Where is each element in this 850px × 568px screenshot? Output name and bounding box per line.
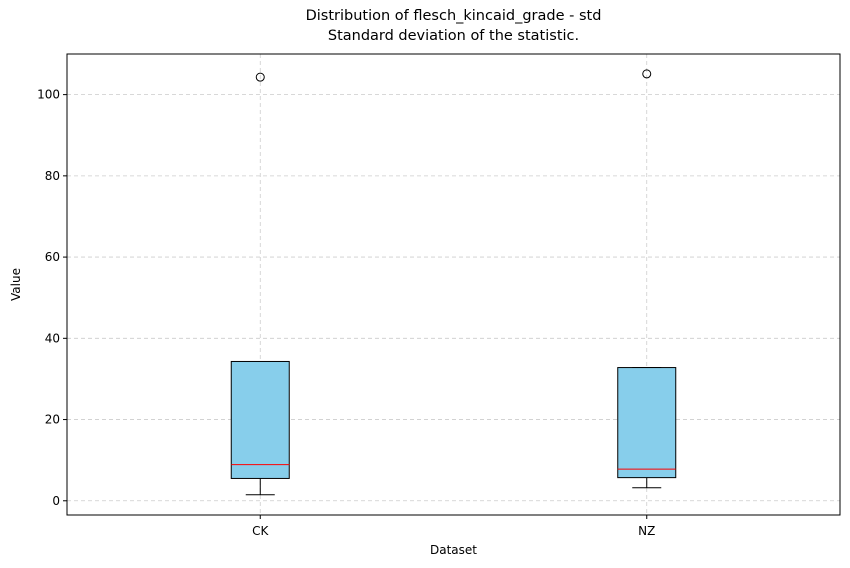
chart-title: Distribution of flesch_kincaid_grade - s… xyxy=(305,8,602,24)
boxes xyxy=(230,69,677,496)
box-group-ck xyxy=(230,72,290,496)
y-tick-label: 0 xyxy=(52,494,60,508)
box xyxy=(230,360,290,479)
outlier-point xyxy=(642,69,652,79)
chart-subtitle: Standard deviation of the statistic. xyxy=(327,28,580,44)
y-tick-label: 80 xyxy=(45,169,60,183)
y-axis-ticks: 0 20 40 60 80 100 xyxy=(37,88,67,508)
x-axis-ticks: CK NZ xyxy=(252,515,655,538)
y-tick-label: 100 xyxy=(37,88,60,102)
y-axis-label: Value xyxy=(9,268,23,301)
box xyxy=(617,367,677,479)
grid xyxy=(67,54,840,515)
y-tick-label: 60 xyxy=(45,250,60,264)
y-tick-label: 20 xyxy=(45,413,60,427)
x-tick-label: NZ xyxy=(638,524,655,538)
x-axis-label: Dataset xyxy=(430,543,477,557)
x-tick-label: CK xyxy=(252,524,269,538)
outlier-point xyxy=(255,72,265,82)
box-group-nz xyxy=(617,69,677,489)
y-tick-label: 40 xyxy=(45,331,60,345)
plot-frame xyxy=(66,53,841,516)
